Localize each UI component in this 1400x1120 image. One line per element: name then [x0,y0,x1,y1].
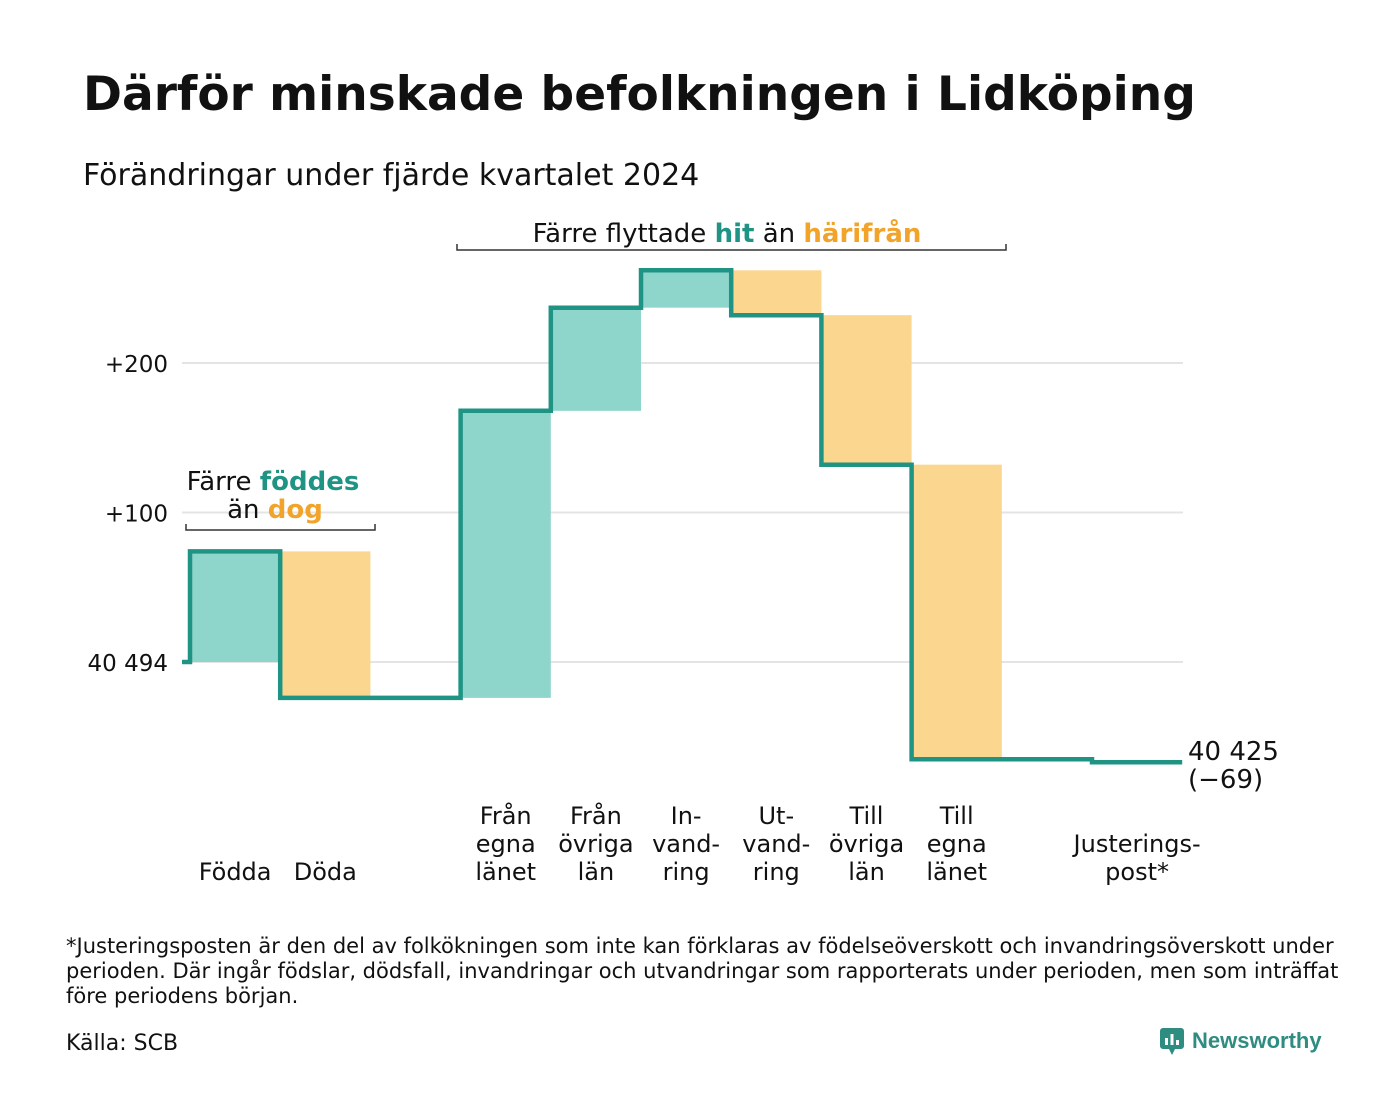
x-tick-label: övriga [829,830,904,858]
x-axis-labels: Födda DödaFrånegnalänetFrånövrigalänIn-va… [199,801,1201,886]
x-tick-label: ring [753,858,800,886]
annotation-highlight-died: dog [268,495,323,525]
bar-increase [641,270,732,308]
x-tick-label: län [578,858,615,886]
bar-increase [190,551,281,662]
x-tick-label: egna [927,830,987,858]
x-tick-label: övriga [558,830,633,858]
end-value-label: 40 425 [1188,737,1279,767]
end-label: 40 425(−69) [1188,737,1279,795]
chart-title: Därför minskade befolkningen i Lidköping [83,67,1196,122]
source-note: Källa: SCB [66,1031,179,1056]
bar-increase [460,410,551,698]
annotation-text: Färre flyttade [533,219,715,249]
y-tick-label: +200 [105,352,168,378]
bar-decrease [821,315,912,465]
x-tick-label: Justerings- [1072,830,1201,858]
newsworthy-logo: Newsworthy [1160,1026,1322,1056]
cumulative-line-group [182,268,1183,765]
annotation-migration: Färre flyttade hit än härifrån [533,217,922,249]
bars [190,270,1002,760]
bar-increase [550,307,641,411]
x-tick-label: Födda [199,858,272,886]
annotation-text: Färre [187,467,260,497]
cumulative-population-line [182,268,1183,765]
annotation-birth-line1: Färre föddes [187,467,360,497]
y-axis: +200 +100 40 494 [88,352,168,677]
y-tick-label: 40 494 [88,651,168,677]
annotation-text: än [227,495,268,525]
annotation-bracket-migration [456,244,1007,251]
x-tick-label: Ut- [758,802,794,830]
x-tick-label: post* [1105,858,1169,886]
newsworthy-bar-chart-icon [1160,1028,1184,1055]
x-tick-label: Till [939,802,974,830]
annotation-birth-line2: än dog [227,495,323,525]
brand-name: Newsworthy [1192,1028,1322,1053]
y-tick-label: +100 [105,502,168,528]
x-tick-label: Från [570,801,622,830]
annotation-highlight-hit: hit [715,219,755,249]
x-tick-label: län [848,858,885,886]
x-tick-label: länet [475,858,536,886]
x-tick-label: vand- [652,830,720,858]
x-tick-label: ring [663,858,710,886]
annotation-highlight-born: föddes [260,467,360,497]
bar-decrease [280,551,371,698]
bar-decrease [731,270,822,316]
chart-subtitle: Förändringar under fjärde kvartalet 2024 [83,158,700,193]
x-tick-label: Från [480,801,532,830]
x-tick-label: egna [476,830,536,858]
x-tick-label: Till [849,802,884,830]
annotation-highlight-harifran: härifrån [803,217,921,249]
bar-decrease [911,464,1002,760]
annotation-text: än [754,219,803,249]
end-change-label: (−69) [1188,765,1263,795]
x-tick-label: Döda [294,858,357,886]
footnote: *Justeringsposten är den del av folkökni… [66,934,1339,1008]
x-tick-label: vand- [742,830,810,858]
x-tick-label: In- [671,802,702,830]
x-tick-label: länet [926,858,987,886]
annotation-bracket-births [185,524,376,531]
